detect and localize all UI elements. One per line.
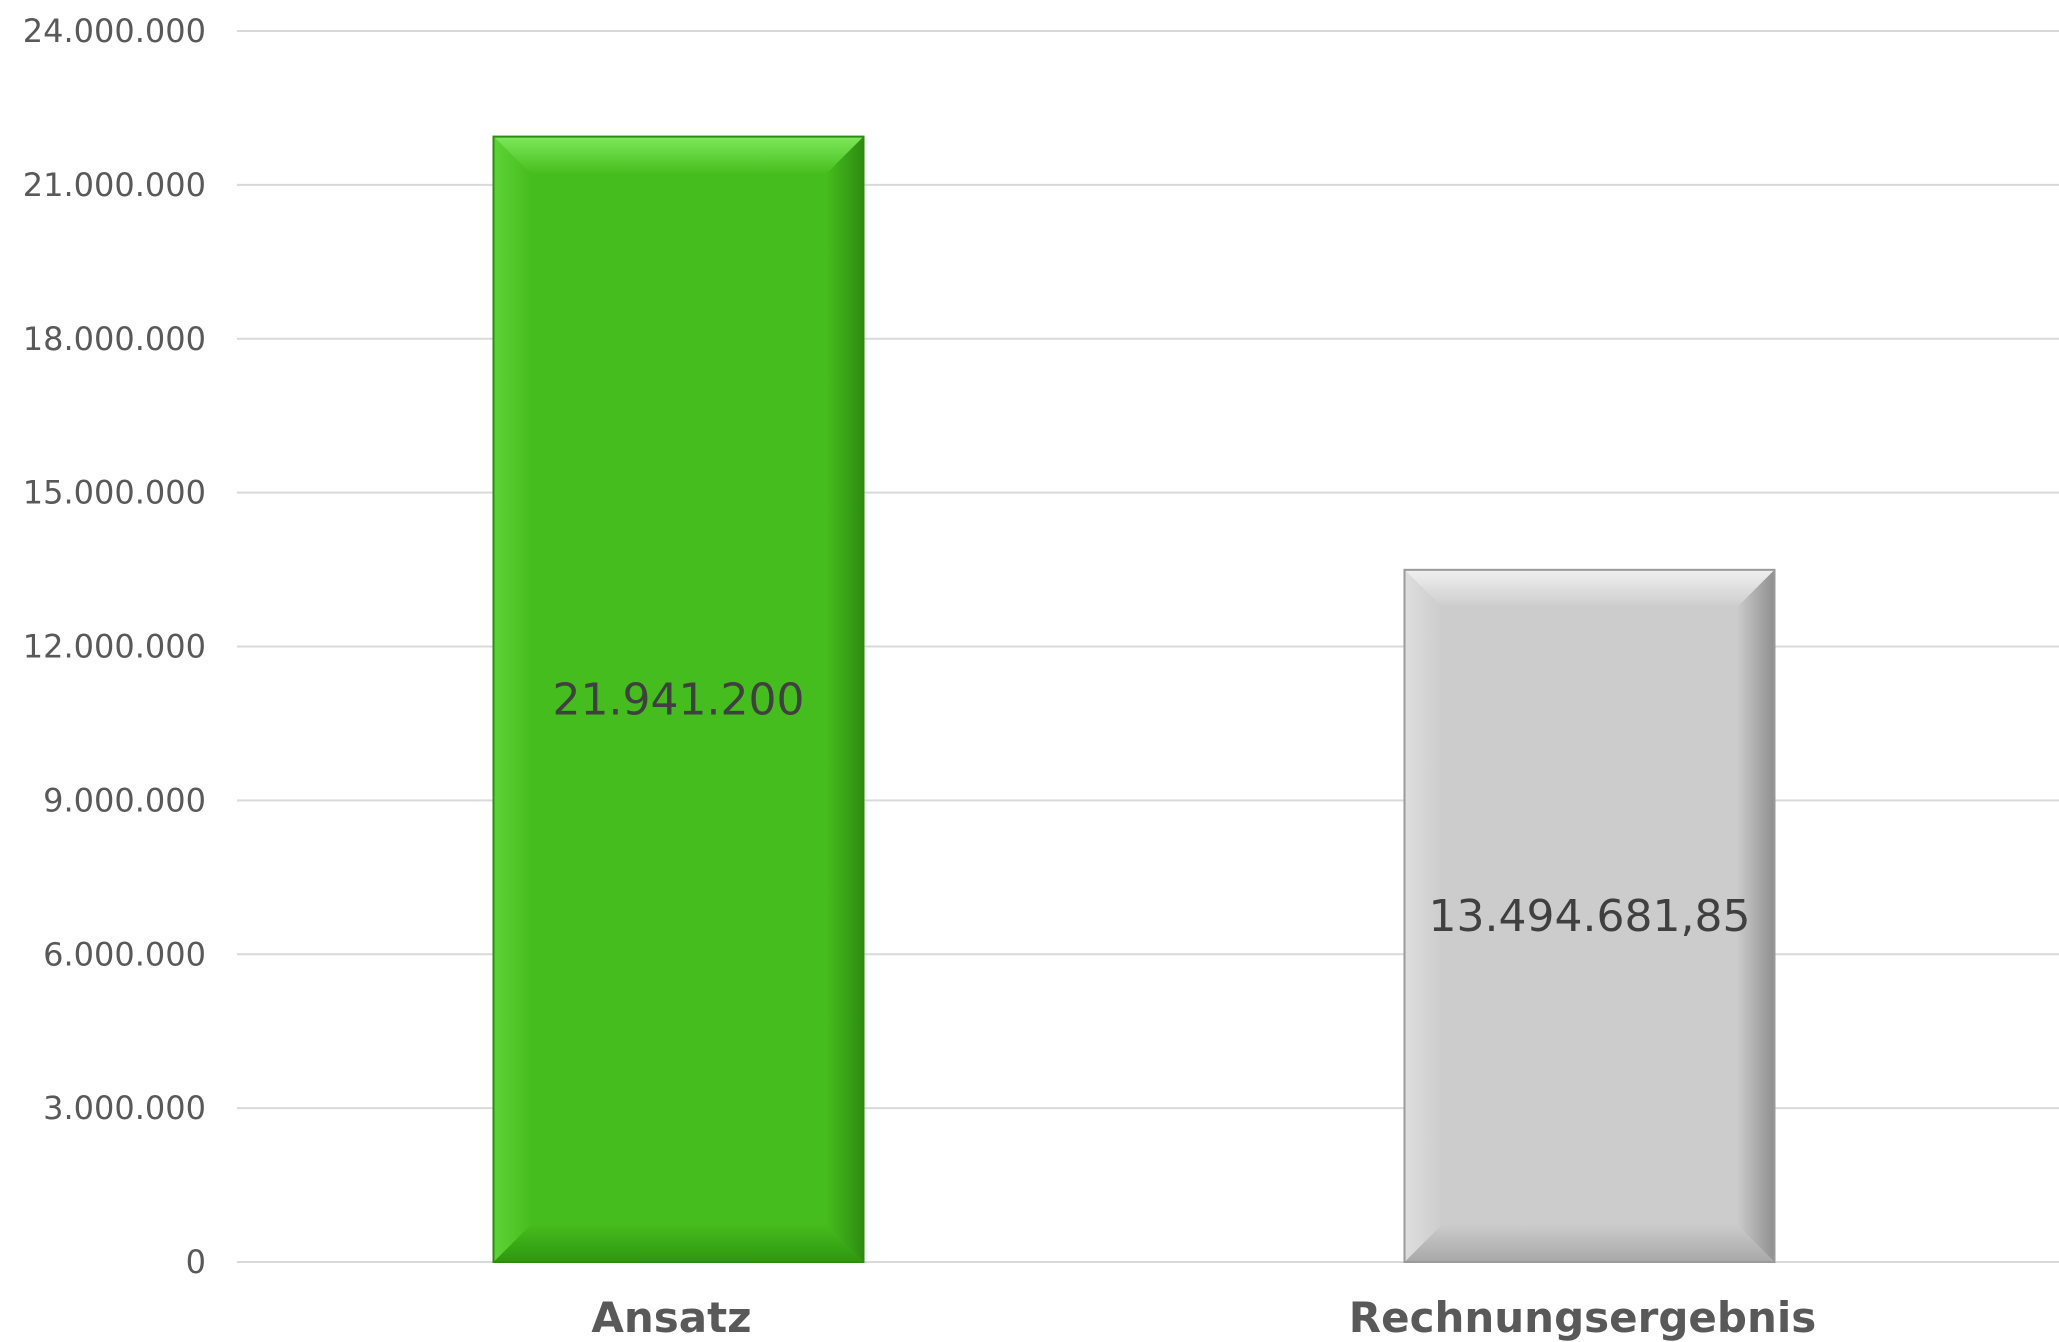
bar-bevel-right bbox=[1736, 569, 1775, 1262]
bar-ansatz: 21.941.200 bbox=[492, 135, 865, 1264]
y-tick-label: 0 bbox=[186, 1243, 206, 1281]
data-label: 13.494.681,85 bbox=[1429, 891, 1751, 942]
bar-bevel-left bbox=[1404, 569, 1443, 1262]
bar-bevel-bottom bbox=[1404, 1224, 1775, 1262]
bar-face bbox=[493, 136, 864, 1263]
bar-bevel-top bbox=[1404, 569, 1775, 608]
x-axis-category-labels: Ansatz Rechnungsergebnis bbox=[591, 1293, 1816, 1342]
y-axis-tick-labels: 0 3.000.000 6.000.000 9.000.000 12.000.000 15… bbox=[23, 12, 206, 1281]
x-category-label: Rechnungsergebnis bbox=[1349, 1293, 1817, 1342]
bar-face bbox=[1404, 569, 1775, 1262]
y-tick-label: 6.000.000 bbox=[43, 935, 206, 973]
bar-rechnungsergebnis: 13.494.681,85 bbox=[1403, 568, 1776, 1263]
y-tick-label: 18.000.000 bbox=[23, 320, 206, 358]
bar-bevel-top bbox=[493, 136, 864, 175]
bar-bevel-left bbox=[493, 136, 532, 1263]
x-category-label: Ansatz bbox=[591, 1293, 751, 1342]
y-tick-label: 24.000.000 bbox=[23, 12, 206, 50]
y-tick-label: 15.000.000 bbox=[23, 474, 206, 512]
y-tick-label: 12.000.000 bbox=[23, 628, 206, 666]
y-tick-label: 21.000.000 bbox=[23, 166, 206, 204]
bar-outline bbox=[492, 135, 865, 1264]
bar-bevel-bottom bbox=[493, 1224, 864, 1262]
data-label: 21.941.200 bbox=[553, 674, 805, 725]
bars: 21.941.200 13.494.681,85 bbox=[492, 135, 1776, 1264]
bar-bevel-right bbox=[825, 136, 864, 1263]
bar-outline bbox=[1403, 568, 1776, 1263]
y-tick-label: 3.000.000 bbox=[43, 1089, 206, 1127]
y-tick-label: 9.000.000 bbox=[43, 781, 206, 819]
